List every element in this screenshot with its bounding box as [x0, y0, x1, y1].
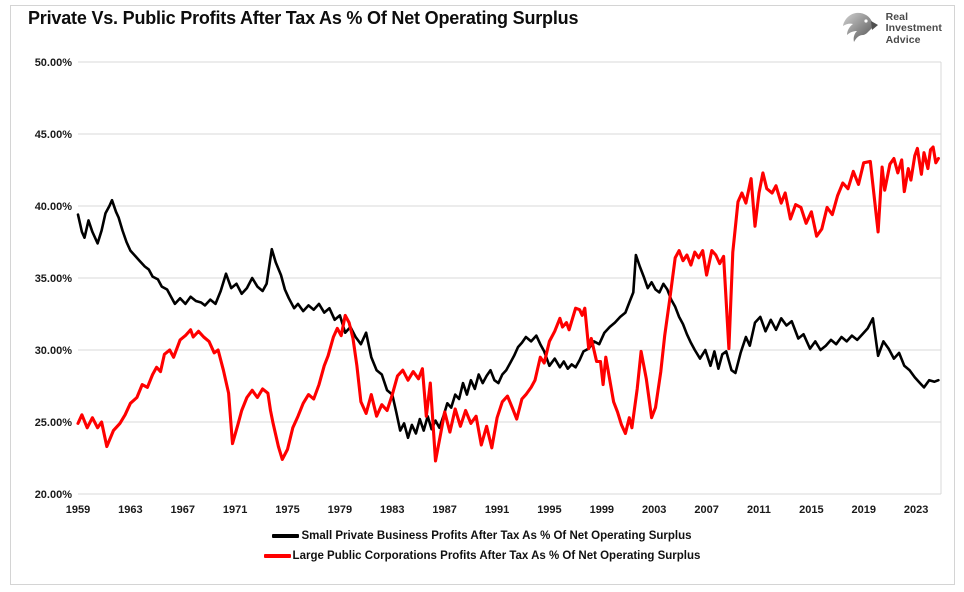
x-tick-label: 2011	[747, 504, 771, 516]
eagle-icon	[842, 12, 878, 43]
x-tick-label: 1995	[537, 504, 561, 516]
x-tick-label: 1991	[485, 504, 509, 516]
x-tick-label: 1971	[223, 504, 247, 516]
y-tick-label: 50.00%	[35, 57, 73, 69]
chart-legend: Small Private Business Profits After Tax…	[0, 530, 964, 562]
x-tick-label: 1963	[118, 504, 142, 516]
legend-swatch-red-line	[263, 554, 291, 558]
x-tick-label: 1983	[380, 504, 404, 516]
y-tick-label: 25.00%	[35, 417, 73, 429]
y-tick-label: 20.00%	[35, 489, 73, 501]
legend-item-small-private-business: Small Private Business Profits After Tax…	[272, 530, 692, 542]
series-line-large-public-corporations	[76, 145, 940, 463]
brand-line-3: Advice	[885, 33, 921, 46]
x-tick-label: 2019	[851, 504, 875, 516]
legend-label: Small Private Business Profits After Tax…	[301, 530, 692, 542]
x-tick-label: 2015	[799, 504, 823, 516]
x-tick-label: 2023	[904, 504, 928, 516]
brand-logo: Real Investment Advice	[839, 9, 942, 49]
x-tick-label: 2007	[694, 504, 718, 516]
brand-name: Real Investment Advice	[885, 10, 942, 47]
x-tick-label: 1967	[171, 504, 195, 516]
x-tick-label: 1987	[432, 504, 456, 516]
chart-title: Private Vs. Public Profits After Tax As …	[28, 8, 579, 28]
y-tick-label: 30.00%	[35, 345, 73, 357]
y-tick-label: 40.00%	[35, 201, 73, 213]
x-tick-label: 1975	[275, 504, 299, 516]
y-tick-label: 35.00%	[35, 273, 73, 285]
x-tick-label: 2003	[642, 504, 666, 516]
x-tick-label: 1999	[590, 504, 614, 516]
brand-line-2: Investment	[885, 22, 942, 35]
series-line-small-private-business	[76, 198, 940, 440]
brand-line-1: Real	[885, 10, 909, 23]
legend-swatch-black-line	[272, 534, 300, 538]
y-tick-label: 45.00%	[35, 129, 73, 141]
x-tick-label: 1959	[66, 504, 90, 516]
legend-label: Large Public Corporations Profits After …	[292, 550, 701, 562]
legend-item-large-public-corporations: Large Public Corporations Profits After …	[263, 550, 701, 562]
x-tick-label: 1979	[328, 504, 352, 516]
